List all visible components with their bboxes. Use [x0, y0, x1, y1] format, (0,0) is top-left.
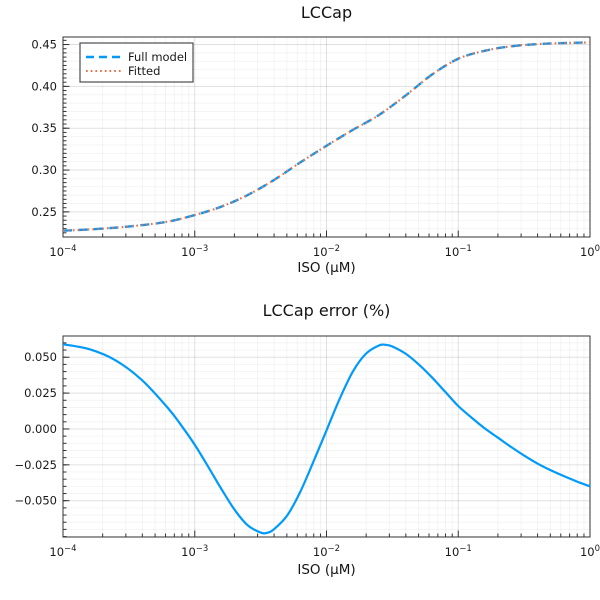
bottom-chart-xlabel: ISO (μM) — [297, 562, 356, 578]
top-chart-title: LCCap — [300, 3, 353, 22]
y-tick-label: 0.000 — [24, 422, 57, 436]
top-chart-xlabel: ISO (μM) — [297, 260, 356, 276]
grid-major — [62, 336, 591, 537]
x-tick-label: 100 — [580, 544, 600, 559]
bottom-chart-title: LCCap error (%) — [262, 301, 391, 320]
series-lccap-error — [62, 343, 591, 535]
x-tick-label: 10−2 — [313, 544, 340, 559]
y-tick-label: 0.25 — [31, 205, 57, 219]
x-tick-labels: 10−4 10−3 10−2 10−1 100 — [49, 244, 600, 259]
x-tick-label: 100 — [580, 244, 600, 259]
y-tick-label: 0.050 — [24, 350, 57, 364]
y-tick-label: −0.025 — [14, 458, 57, 472]
x-tick-label: 10−3 — [181, 244, 208, 259]
x-tick-label: 10−3 — [181, 544, 208, 559]
grid-minor — [63, 336, 590, 538]
x-tick-label: 10−4 — [49, 544, 76, 559]
axis-ticks — [62, 342, 591, 538]
y-tick-label: 0.30 — [31, 163, 57, 177]
y-tick-labels: 0.25 0.30 0.35 0.40 0.45 — [31, 38, 57, 219]
x-tick-label: 10−1 — [445, 244, 472, 259]
x-tick-label: 10−2 — [313, 244, 340, 259]
legend-label: Fitted — [128, 64, 160, 78]
y-tick-label: 0.35 — [31, 121, 57, 135]
series-full-model — [62, 41, 591, 232]
x-tick-label: 10−1 — [445, 544, 472, 559]
chart-0: 10−4 10−3 10−2 10−1 100 0.25 0.30 0.35 0.40 0.45 F… — [31, 36, 600, 259]
x-tick-label: 10−4 — [49, 244, 76, 259]
y-tick-labels: −0.050 −0.025 0.000 0.025 0.050 — [14, 350, 57, 507]
y-tick-label: 0.45 — [31, 38, 57, 52]
axis-ticks — [62, 39, 591, 238]
x-tick-labels: 10−4 10−3 10−2 10−1 100 — [49, 544, 600, 559]
chart-1: 10−4 10−3 10−2 10−1 100 −0.050 −0.025 0.000 0.02… — [14, 335, 600, 559]
y-tick-label: 0.025 — [24, 386, 57, 400]
legend-label: Full model — [128, 50, 187, 64]
y-tick-label: −0.050 — [14, 494, 57, 508]
y-tick-label: 0.40 — [31, 79, 57, 93]
